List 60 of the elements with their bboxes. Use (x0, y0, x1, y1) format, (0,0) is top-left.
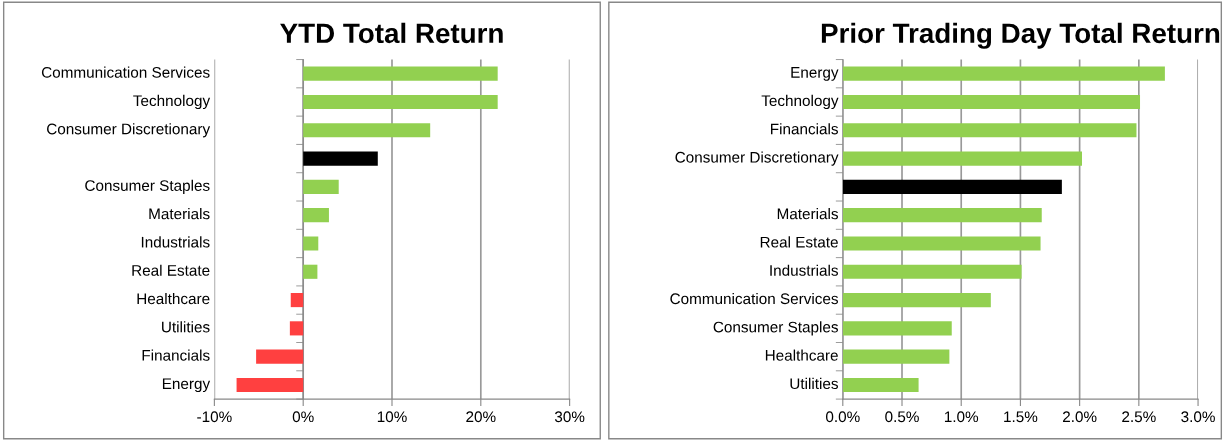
bar (842, 236, 1041, 251)
y-tick-label: Technology (133, 94, 211, 110)
y-tick-label: Real Estate (760, 236, 838, 248)
x-tick-label: -10% (197, 411, 232, 423)
bar (303, 94, 498, 110)
y-tick-label: Materials (149, 208, 210, 220)
bar (842, 179, 1062, 194)
y-tick-label: Utilities (162, 321, 210, 333)
chart-title: Prior Trading Day Total Return (821, 22, 1220, 49)
x-tick-label: 2.5% (1122, 411, 1156, 423)
bar (842, 123, 1137, 138)
bar (842, 66, 1165, 81)
bar (303, 264, 318, 279)
bar (303, 236, 319, 251)
bar (842, 151, 1082, 166)
bar (256, 349, 304, 364)
x-tick-label: 10% (377, 411, 407, 423)
x-tick-label: 0% (292, 411, 314, 423)
y-tick-label: Financials (142, 349, 210, 361)
bar (303, 208, 329, 223)
x-tick-label: 1.5% (1004, 411, 1038, 423)
y-tick-label: Consumer Staples (713, 321, 838, 336)
bar (303, 151, 378, 166)
x-tick-label: 0.0% (825, 411, 860, 423)
y-tick-label: Materials (777, 208, 838, 220)
bar (303, 179, 339, 194)
chart-title: YTD Total Return (280, 22, 503, 44)
y-tick-label: Utilities (790, 377, 838, 390)
x-tick-label: 1.0% (944, 411, 979, 423)
y-tick-label: Energy (791, 67, 839, 81)
y-tick-label: Communication Services (41, 66, 210, 78)
y-tick-label: Communication Services (670, 292, 838, 305)
y-tick-label: Real Estate (132, 264, 210, 276)
bar (289, 321, 304, 336)
bar (842, 377, 919, 393)
bar (236, 377, 304, 393)
y-tick-label: Healthcare (137, 292, 210, 305)
x-tick-label: 2.0% (1062, 411, 1097, 423)
x-tick-label: 0.5% (885, 411, 919, 423)
x-tick-label: 30% (554, 411, 585, 423)
bar (842, 349, 950, 364)
x-tick-label: 20% (466, 411, 496, 423)
bar (842, 208, 1042, 223)
bar (290, 292, 304, 308)
y-tick-label: Consumer Discretionary (47, 123, 211, 138)
bar (842, 94, 1141, 110)
y-tick-label: Industrials (770, 264, 838, 276)
bar (842, 264, 1022, 279)
bar (303, 123, 431, 138)
y-tick-label: Industrials (141, 236, 210, 248)
y-tick-label: Consumer Discretionary (675, 151, 839, 166)
y-tick-label: Financials (771, 123, 838, 135)
y-tick-label: Healthcare (765, 349, 838, 361)
y-tick-label: Energy (162, 378, 211, 393)
y-tick-label: Technology (761, 94, 839, 110)
bar (842, 321, 952, 336)
bar (303, 66, 498, 81)
bar (842, 292, 991, 308)
x-tick-label: 3.0% (1181, 411, 1215, 423)
y-tick-label: Consumer Staples (85, 179, 210, 194)
